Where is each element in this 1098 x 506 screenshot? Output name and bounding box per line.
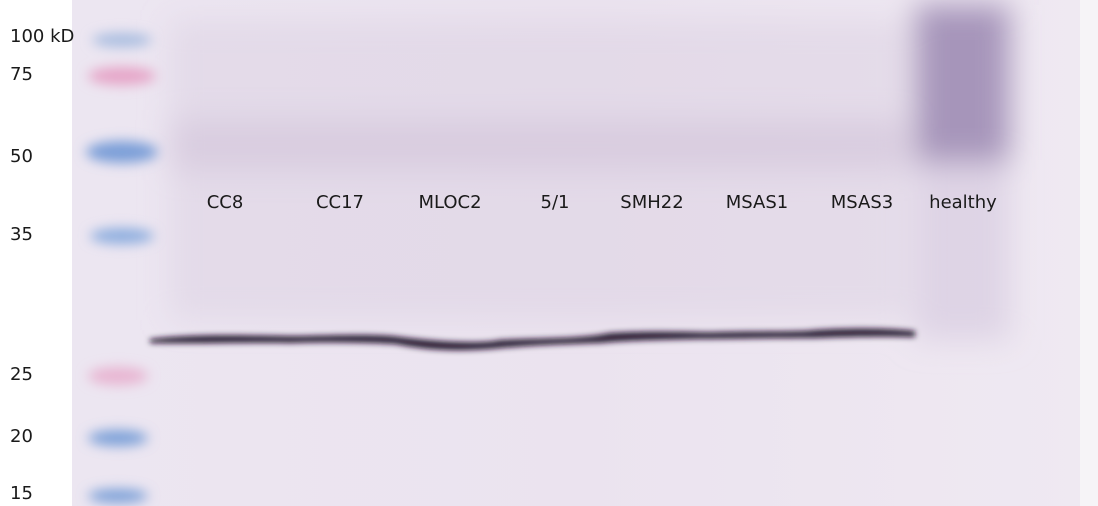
lane-label: SMH22 (620, 192, 683, 213)
lane-label: MSAS1 (726, 192, 788, 213)
marker-label: 25 (10, 364, 33, 385)
marker-label: 100 kD (10, 26, 74, 47)
lane-label: healthy (929, 192, 997, 213)
marker-label: 20 (10, 426, 33, 447)
lane-label: MSAS3 (831, 192, 893, 213)
lane-label: CC17 (316, 192, 364, 213)
marker-label: 15 (10, 483, 33, 504)
page: {"markers": ["100 kD", "75", "50", "35",… (0, 0, 1098, 506)
marker-label: 35 (10, 224, 33, 245)
membrane-edge (1080, 0, 1098, 506)
marker-label: 75 (10, 64, 33, 85)
blot-image: 100 kD 75 50 35 25 20 15 CC8 CC17 MLOC2 5/1 SMH22 M… (0, 0, 1098, 506)
lane-smears (170, 5, 1010, 340)
lane-label: 5/1 (541, 192, 570, 213)
lane-label: CC8 (207, 192, 244, 213)
marker-label: 50 (10, 146, 33, 167)
lane-label: MLOC2 (418, 192, 481, 213)
